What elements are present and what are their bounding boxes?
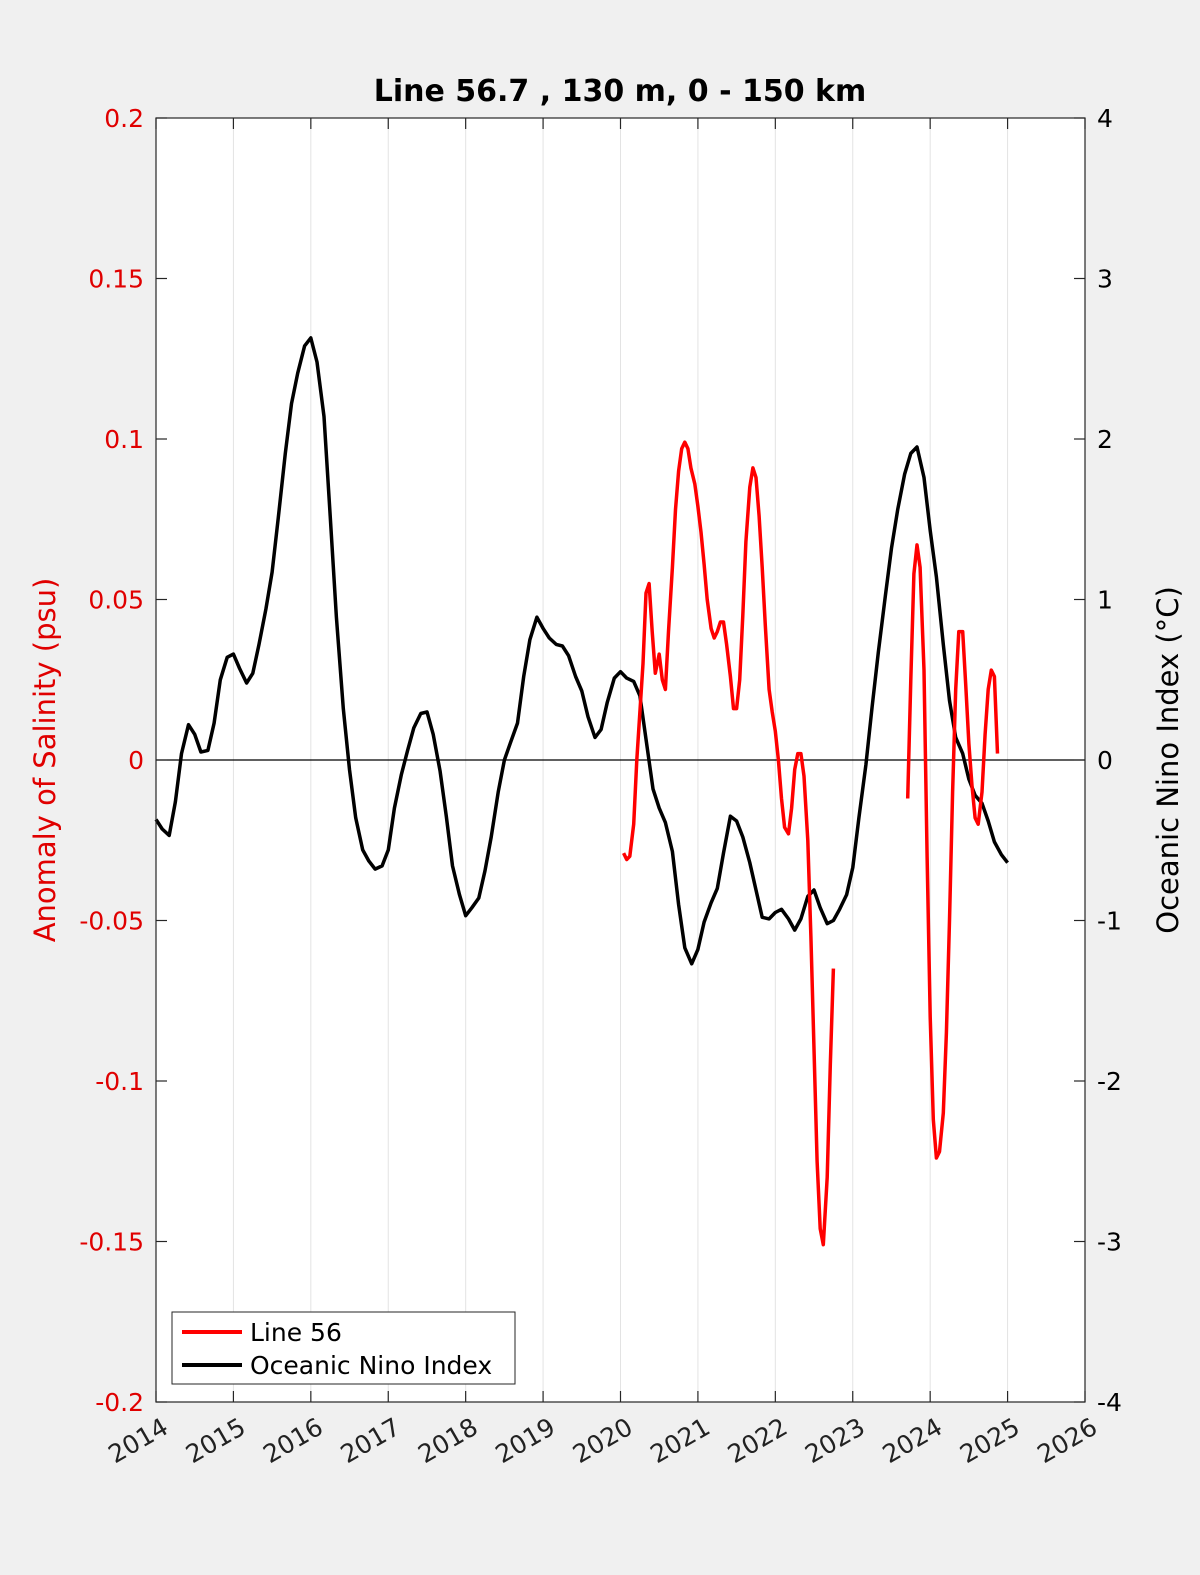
y-right-tick-label: 4 <box>1097 104 1113 133</box>
right-axis-label: Oceanic Nino Index (°C) <box>1151 586 1185 934</box>
y-right-tick-label: -4 <box>1097 1388 1122 1417</box>
x-tick-label: 2024 <box>878 1412 948 1469</box>
y-left-tick-label: -0.15 <box>79 1228 144 1257</box>
x-tick-label: 2020 <box>568 1412 638 1469</box>
y-right-tick-label: 0 <box>1097 746 1113 775</box>
y-left-tick-label: -0.2 <box>95 1388 144 1417</box>
left-axis-label: Anomaly of Salinity (psu) <box>28 578 62 943</box>
y-left-tick-label: 0.15 <box>88 265 144 294</box>
series-oceanic-nino-index <box>154 336 1009 966</box>
x-tick-label: 2015 <box>181 1412 251 1469</box>
y-left-tick-label: -0.05 <box>79 907 144 936</box>
x-tick-label: 2023 <box>800 1412 870 1469</box>
y-left-tick-label: 0.2 <box>104 104 144 133</box>
series-layer <box>154 336 1009 1247</box>
series-line56-segment-2 <box>905 543 1000 1160</box>
y-left-tick-label: 0.05 <box>88 586 144 615</box>
legend-label-line56: Line 56 <box>250 1318 342 1347</box>
y-right-tick-label: -1 <box>1097 907 1122 936</box>
x-tick-label: 2016 <box>258 1412 328 1469</box>
x-tick-label: 2022 <box>723 1412 793 1469</box>
y-right-tick-label: 3 <box>1097 265 1113 294</box>
legend: Line 56 Oceanic Nino Index <box>171 1311 516 1385</box>
x-tick-label: 2026 <box>1032 1412 1102 1469</box>
x-tick-label: 2021 <box>645 1412 715 1469</box>
x-tick-label: 2025 <box>955 1412 1025 1469</box>
chart-title: Line 56.7 , 130 m, 0 - 150 km <box>374 74 867 109</box>
y-left-tick-label: 0.1 <box>104 425 144 454</box>
x-tick-label: 2014 <box>103 1412 173 1469</box>
legend-label-oni: Oceanic Nino Index <box>250 1351 492 1380</box>
y-right-tick-label: -3 <box>1097 1228 1122 1257</box>
x-tick-label: 2017 <box>336 1412 406 1469</box>
y-right-tick-label: 1 <box>1097 586 1113 615</box>
legend-box <box>171 1311 516 1385</box>
x-tick-label: 2018 <box>413 1412 483 1469</box>
y-right-tick-label: 2 <box>1097 425 1113 454</box>
y-left-tick-label: 0 <box>128 746 144 775</box>
y-right-tick-label: -2 <box>1097 1067 1122 1096</box>
y-left-tick-label: -0.1 <box>95 1067 144 1096</box>
series-line56-segment-1 <box>622 440 836 1247</box>
x-tick-label: 2019 <box>490 1412 560 1469</box>
